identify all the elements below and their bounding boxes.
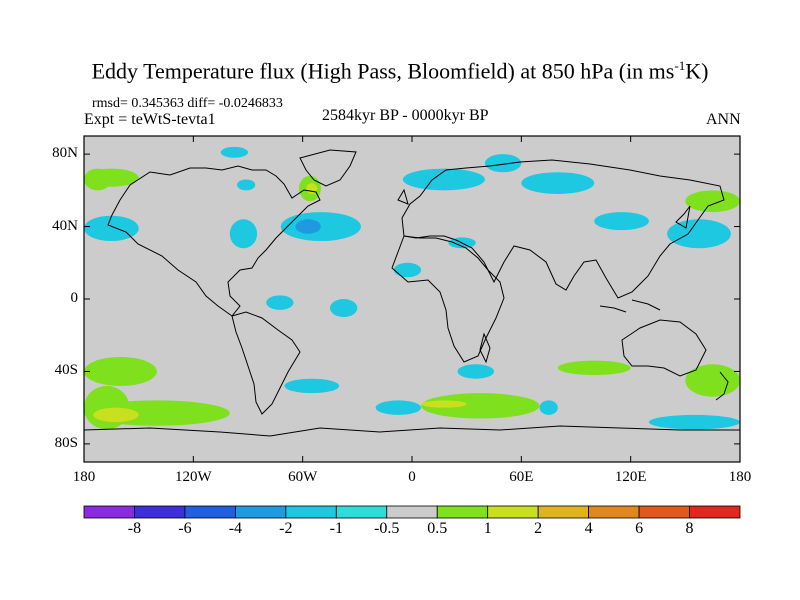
colorbar-label: -6 bbox=[178, 520, 192, 537]
x-tick-label: 180 bbox=[72, 469, 96, 485]
field-arctic-canada bbox=[220, 146, 248, 158]
colorbar-swatch bbox=[487, 505, 539, 519]
title-main: Eddy Temperature flux (High Pass, Bloomf… bbox=[91, 58, 675, 84]
coast-africa bbox=[391, 235, 505, 363]
coast-uk bbox=[397, 188, 409, 205]
colorbar-label: 1 bbox=[483, 520, 492, 537]
experiment-label: Expt = teWtS-tevta1 bbox=[84, 111, 216, 128]
colorbar-swatch bbox=[184, 505, 236, 519]
field-barents bbox=[484, 154, 522, 173]
field-mid-atlantic-east bbox=[393, 262, 422, 278]
period-subtitle: 2584kyr BP - 0000kyr BP bbox=[322, 107, 489, 124]
field-southern-ocean-indian-core bbox=[421, 400, 467, 408]
coast-antarctica bbox=[84, 425, 740, 437]
colorbar-swatch bbox=[436, 505, 489, 519]
title-superscript: -1 bbox=[674, 58, 686, 73]
coast-madagascar bbox=[479, 332, 491, 364]
field-tropical-atlantic bbox=[330, 299, 358, 318]
colorbar-label: 4 bbox=[584, 520, 593, 537]
field-southern-ocean-east bbox=[539, 400, 558, 415]
field-north-pacific-east bbox=[84, 215, 139, 242]
field-central-na-trace bbox=[237, 179, 256, 191]
field-southern-indian-band bbox=[557, 360, 631, 376]
coast-japan bbox=[675, 205, 691, 229]
field-nw-pacific bbox=[667, 219, 731, 249]
colorbar-swatch bbox=[83, 505, 135, 519]
field-scandinavia bbox=[402, 168, 485, 191]
title-end: K) bbox=[685, 58, 709, 84]
field-east-pacific-trop bbox=[266, 295, 294, 310]
field-south-pacific-east bbox=[84, 356, 157, 386]
x-tick-label: 60E bbox=[509, 469, 534, 485]
colorbar-swatch bbox=[386, 505, 438, 519]
field-east-asia bbox=[594, 212, 649, 231]
y-tick-label: 0 bbox=[70, 290, 79, 306]
colorbar-label: -1 bbox=[329, 520, 343, 537]
coast-indonesia bbox=[599, 299, 661, 313]
coast-new-zealand bbox=[715, 371, 729, 401]
season-label: ANN bbox=[706, 111, 741, 128]
y-tick-label: 80N bbox=[52, 145, 78, 162]
coast-south-america bbox=[231, 311, 301, 415]
x-tick-label: 60W bbox=[288, 469, 318, 485]
colorbar-label: 6 bbox=[635, 520, 644, 537]
field-siberia-north bbox=[521, 172, 595, 194]
colorbar-swatch bbox=[134, 505, 186, 519]
y-tick-label: 80S bbox=[54, 434, 78, 451]
x-tick-label: 120W bbox=[174, 469, 212, 485]
y-tick-label: 40S bbox=[54, 362, 78, 379]
colorbar-label: -4 bbox=[228, 520, 243, 537]
x-tick-label: 180 bbox=[728, 469, 752, 485]
field-south-pacific-core bbox=[93, 407, 139, 423]
colorbar-swatch bbox=[689, 505, 741, 519]
field-n-america-central bbox=[229, 219, 258, 249]
colorbar-label: 0.5 bbox=[427, 520, 448, 537]
y-tick-label: 40N bbox=[52, 217, 78, 234]
colorbar-label: -2 bbox=[279, 520, 293, 537]
x-tick-label: 0 bbox=[408, 469, 416, 485]
colorbar-label: -0.5 bbox=[374, 520, 400, 537]
colorbar-label: 2 bbox=[534, 520, 543, 537]
coastlines bbox=[84, 149, 740, 437]
colorbar-swatch bbox=[638, 505, 690, 519]
field-southern-ocean-indian bbox=[421, 393, 540, 419]
field-north-atlantic-core bbox=[295, 219, 321, 234]
coast-north-america bbox=[107, 165, 321, 317]
colorbar-swatch bbox=[285, 505, 337, 519]
field-south-pacific-west-green bbox=[685, 364, 740, 397]
field-bering bbox=[685, 190, 740, 213]
field-alaska-west bbox=[84, 168, 139, 187]
coast-greenland bbox=[299, 149, 357, 187]
colorbar-swatch bbox=[588, 505, 640, 519]
chart-title: Eddy Temperature flux (High Pass, Bloomf… bbox=[0, 58, 800, 84]
field-south-indian bbox=[457, 364, 494, 379]
field-antarctic-coast-east bbox=[648, 414, 740, 430]
coast-eurasia bbox=[401, 159, 725, 299]
colorbar-label: 8 bbox=[685, 520, 694, 537]
colorbar-swatch bbox=[537, 505, 590, 519]
stats-line: rmsd= 0.345363 diff= -0.0246833 bbox=[92, 96, 283, 111]
x-tick-label: 120E bbox=[614, 469, 647, 485]
field-southern-ocean-atlantic bbox=[375, 400, 422, 415]
field-patagonia-east bbox=[284, 378, 340, 394]
colorbar-swatch bbox=[335, 505, 388, 519]
colorbar-label: -8 bbox=[127, 520, 142, 537]
colorbar-swatch bbox=[234, 505, 287, 519]
coast-australia bbox=[621, 319, 707, 377]
